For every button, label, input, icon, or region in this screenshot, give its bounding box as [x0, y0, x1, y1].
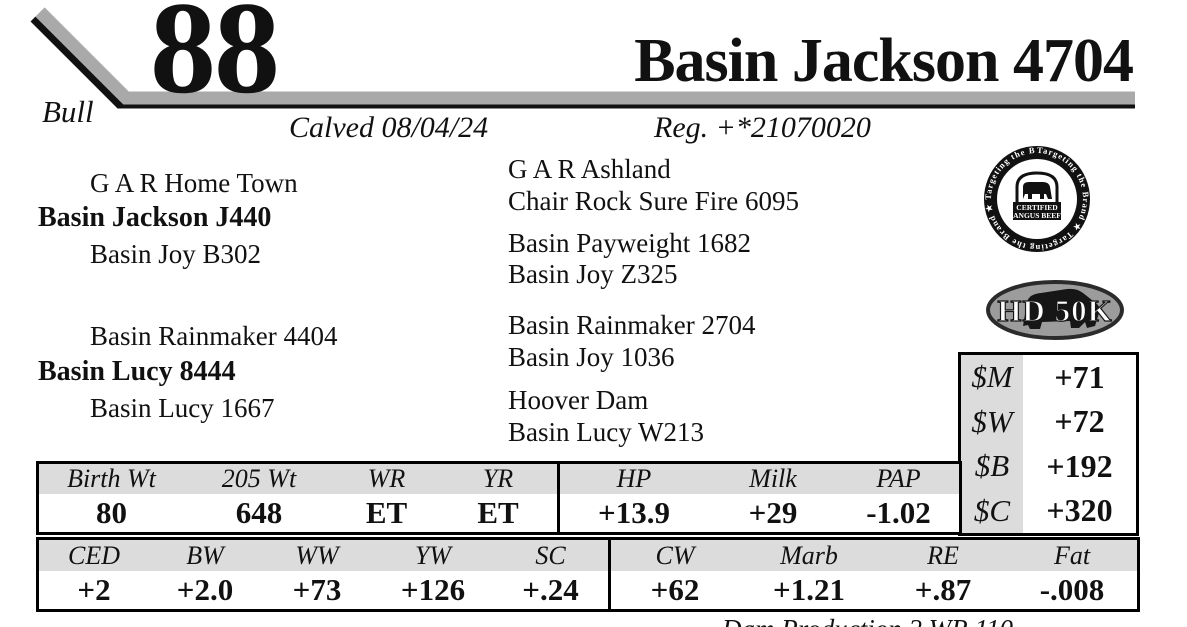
col-marb: Marb	[780, 540, 838, 570]
pedigree-sire-granddam: Basin Joy B302	[90, 239, 262, 269]
cw-value: +62	[650, 572, 700, 607]
cab-arch-shape	[1015, 171, 1059, 213]
dam-production-footnote: Dam Production 2 WR 110	[722, 614, 1013, 627]
dollar-b-value: +192	[1046, 447, 1113, 484]
col-cw: CW	[655, 540, 695, 570]
epd-table: CED BW WW YW SC CW Marb RE Fat +2 +2.0 +…	[36, 537, 1140, 612]
lot-number: 88	[150, 0, 280, 121]
value-index-box: $M +71 $W +72 $B +192 $C +320	[958, 352, 1139, 536]
col-ced: CED	[68, 540, 120, 570]
corner-banner-decoration	[30, 7, 1135, 109]
marb-value: +1.21	[773, 572, 845, 607]
bw-value: +2.0	[176, 572, 234, 607]
pedigree-dam: Basin Lucy 8444	[38, 356, 236, 387]
angus-bull-icon	[1023, 288, 1100, 329]
dollar-m-label: $M	[961, 355, 1023, 400]
hp-value: +13.9	[598, 495, 670, 530]
col-pap: PAP	[876, 464, 921, 493]
banner-gray-stripe	[35, 7, 1135, 105]
dollar-c-value: +320	[1046, 492, 1113, 529]
cab-banner-line2: ANGUS BEEF	[1013, 211, 1061, 220]
angus-bull-icon	[1023, 182, 1052, 199]
col-ww: WW	[295, 540, 339, 570]
birth-wt-value: 80	[96, 495, 127, 530]
col-wr: WR	[367, 464, 406, 493]
col-re: RE	[927, 540, 959, 570]
pedigree-dam-granddam-dam: Basin Lucy W213	[508, 417, 704, 447]
value-index-row: $C +320	[961, 488, 1136, 533]
yw-value: +126	[400, 572, 466, 607]
dollar-w-value: +72	[1054, 403, 1105, 440]
re-value: +.87	[914, 572, 972, 607]
registration-number: Reg. +*21070020	[654, 111, 871, 144]
cab-inner-circle	[997, 159, 1077, 239]
dollar-b-label: $B	[961, 444, 1023, 489]
certified-angus-beef-logo: Targeting the Brand ★ Targeting the Bran…	[980, 141, 1090, 253]
pedigree-sire: Basin Jackson J440	[38, 202, 272, 233]
205-wt-value: 648	[235, 495, 283, 530]
performance-header-row: Birth Wt 205 Wt WR YR HP Milk PAP	[39, 464, 959, 494]
table-divider	[608, 540, 611, 609]
performance-table: Birth Wt 205 Wt WR YR HP Milk PAP 80 648…	[36, 461, 962, 535]
pedigree-dam-grandsire-sire: Basin Rainmaker 2704	[508, 310, 756, 340]
sc-value: +.24	[522, 572, 579, 607]
pedigree-dam-granddam-sire: Hoover Dam	[508, 385, 649, 415]
dollar-w-label: $W	[961, 399, 1023, 444]
hd50k-badge: HD 50K	[986, 280, 1124, 340]
hd50k-label: HD 50K	[997, 293, 1112, 328]
value-index-row: $M +71	[961, 355, 1136, 400]
table-divider	[557, 464, 560, 532]
pedigree-dam-grandsire-dam: Basin Joy 1036	[508, 342, 675, 372]
pedigree-sire-grandsire-sire: G A R Ashland	[508, 154, 671, 184]
dollar-m-value: +71	[1054, 358, 1105, 395]
epd-value-row: +2 +2.0 +73 +126 +.24 +62 +1.21 +.87 -.0…	[39, 571, 1137, 609]
milk-value: +29	[748, 495, 798, 530]
col-205-wt: 205 Wt	[221, 464, 297, 493]
performance-value-row: 80 648 ET ET +13.9 +29 -1.02	[39, 494, 959, 532]
value-index-row: $B +192	[961, 444, 1136, 489]
yr-value: ET	[477, 495, 519, 530]
col-fat: Fat	[1053, 540, 1091, 570]
calved-date: Calved 08/04/24	[289, 111, 489, 144]
pap-value: -1.02	[866, 495, 931, 530]
dollar-c-label: $C	[961, 488, 1023, 533]
wr-value: ET	[365, 495, 408, 530]
pedigree-sire-grandsire: G A R Home Town	[90, 168, 298, 198]
col-birth-wt: Birth Wt	[67, 464, 156, 493]
cab-banner-line1: CERTIFIED	[1016, 203, 1058, 212]
banner-black-line	[30, 16, 1135, 109]
pedigree-dam-granddam: Basin Lucy 1667	[90, 393, 275, 423]
ww-value: +73	[292, 572, 342, 607]
col-sc: SC	[535, 540, 566, 570]
fat-value: -.008	[1039, 572, 1105, 607]
pedigree-sire-granddam-dam: Basin Joy Z325	[508, 259, 678, 289]
pedigree-dam-grandsire: Basin Rainmaker 4404	[90, 321, 338, 351]
col-yr: YR	[482, 464, 514, 493]
page-title: Basin Jackson 4704	[634, 27, 1134, 95]
col-milk: Milk	[749, 464, 797, 493]
epd-header-row: CED BW WW YW SC CW Marb RE Fat	[39, 540, 1137, 571]
col-hp: HP	[616, 464, 652, 493]
pedigree-sire-granddam-sire: Basin Payweight 1682	[508, 228, 751, 258]
col-yw: YW	[414, 540, 452, 570]
sex-label: Bull	[42, 94, 94, 129]
cab-banner	[1013, 202, 1061, 220]
col-bw: BW	[186, 540, 224, 570]
ced-value: +2	[77, 572, 111, 607]
pedigree-sire-grandsire-dam: Chair Rock Sure Fire 6095	[508, 186, 799, 216]
value-index-row: $W +72	[961, 399, 1136, 444]
